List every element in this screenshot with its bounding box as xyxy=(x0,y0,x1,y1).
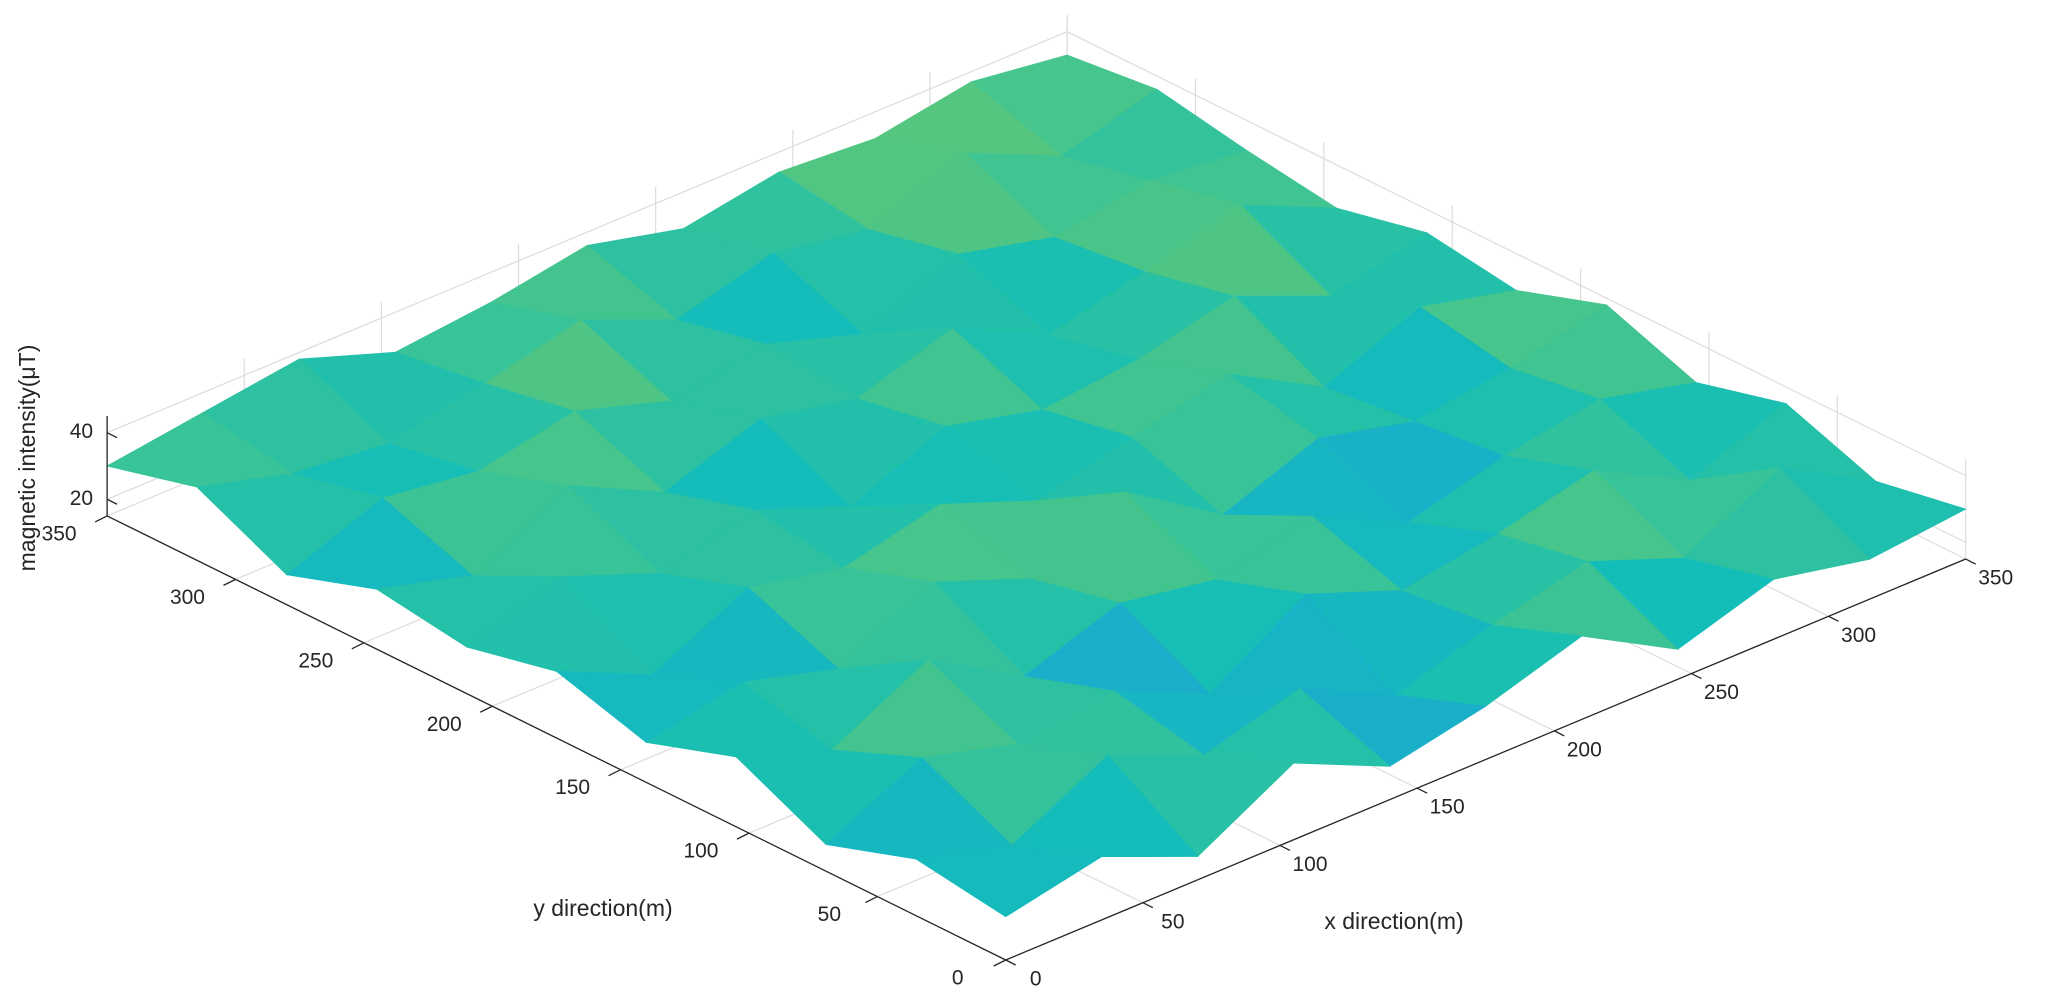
z-tick-label: 20 xyxy=(70,487,93,510)
z-axis-title: magnetic intensity(μT) xyxy=(14,345,40,572)
y-tick-label: 150 xyxy=(555,776,590,799)
x-tick xyxy=(1553,730,1565,737)
x-tick xyxy=(1828,615,1839,622)
x-tick xyxy=(1965,558,1977,565)
x-tick-label: 50 xyxy=(1161,910,1184,933)
x-tick xyxy=(1691,673,1702,680)
x-axis-line xyxy=(1005,558,1966,961)
y-tick xyxy=(608,769,621,777)
z-tick xyxy=(106,498,118,505)
y-tick xyxy=(993,959,1007,967)
x-tick xyxy=(1279,844,1291,852)
grid-line xyxy=(106,31,1068,434)
surface xyxy=(106,54,1967,918)
y-tick-label: 300 xyxy=(170,586,205,609)
x-tick xyxy=(1416,787,1428,794)
y-tick-label: 350 xyxy=(42,522,77,545)
x-tick-label: 250 xyxy=(1704,681,1739,704)
x-tick-label: 300 xyxy=(1841,624,1876,647)
x-tick-label: 0 xyxy=(1030,968,1042,991)
y-tick xyxy=(865,895,878,904)
x-tick-label: 350 xyxy=(1978,567,2013,590)
x-tick xyxy=(1005,959,1017,966)
y-tick xyxy=(94,515,108,523)
y-tick-label: 0 xyxy=(952,967,964,990)
y-tick xyxy=(479,705,493,713)
y-tick xyxy=(736,832,750,840)
y-tick xyxy=(223,578,236,586)
y-tick-label: 50 xyxy=(818,903,841,926)
y-axis-title: y direction(m) xyxy=(533,895,672,921)
y-tick-label: 200 xyxy=(427,713,462,736)
surface-cell xyxy=(914,845,1103,918)
x-axis-title: x direction(m) xyxy=(1324,908,1463,934)
y-tick-label: 250 xyxy=(298,649,333,672)
z-tick xyxy=(106,432,118,439)
x-tick-label: 100 xyxy=(1292,853,1327,876)
x-tick xyxy=(1142,902,1154,909)
y-tick xyxy=(351,642,365,650)
x-tick-label: 150 xyxy=(1430,796,1465,819)
x-tick-label: 200 xyxy=(1567,738,1602,761)
axes: 0 50 100 150 200 250 300 350 0 50 100 150 200 250 300 3… xyxy=(42,416,2013,991)
grid-line xyxy=(1066,31,1966,477)
z-tick-label: 40 xyxy=(70,420,93,443)
y-axis-line xyxy=(106,515,1007,961)
y-tick-label: 100 xyxy=(683,840,718,863)
